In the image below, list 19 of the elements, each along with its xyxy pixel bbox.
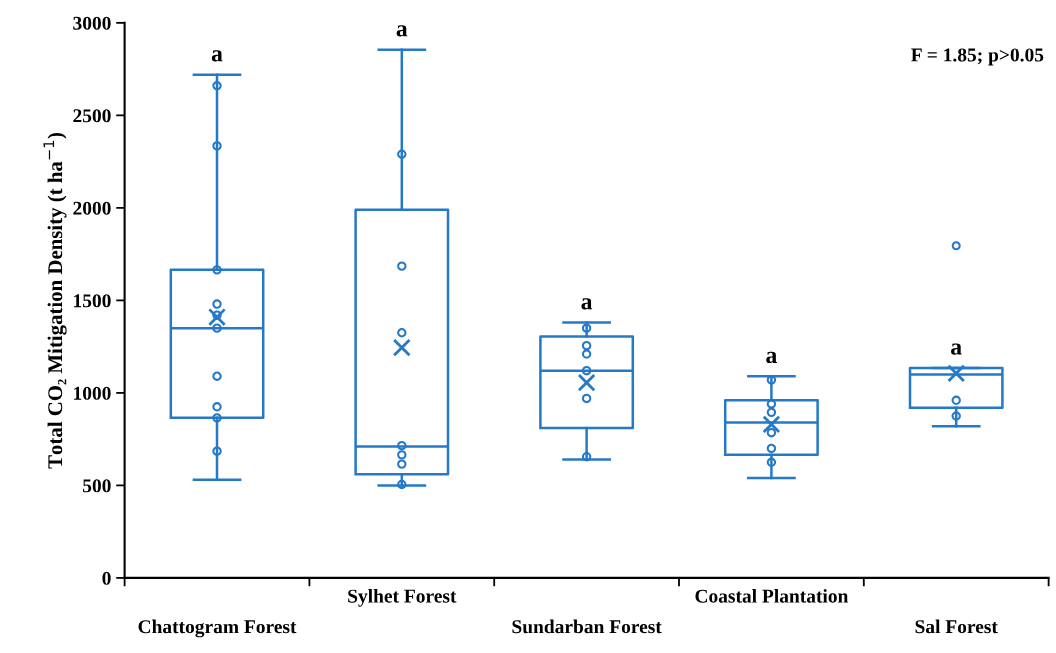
annotation: a (951, 343, 962, 355)
annotation: a (766, 351, 777, 364)
y-tick-label: 2500 (73, 109, 111, 123)
y-axis-title: Total CO₂ Mitigation Density (t ha$^{−1}$) (43, 132, 67, 469)
y-tick-label: 2000 (73, 201, 111, 215)
x-tick-label: Coastal Plantation (695, 589, 849, 603)
annotation: a (211, 50, 223, 62)
y-tick-label: 0 (102, 571, 111, 585)
x-tick-label: Sylhet Forest (348, 589, 457, 607)
y-tick-label: 1000 (74, 386, 111, 400)
x-tick-label: Chattogram Forest (138, 619, 297, 638)
y-tick-label: 500 (83, 479, 111, 493)
x-tick-label: Sal Forest (915, 619, 998, 634)
annotation: a (396, 25, 408, 37)
y-tick-label: 1500 (74, 294, 111, 308)
y-tick-label: 3000 (73, 16, 111, 30)
x-tick-label: Sundarban Forest (512, 619, 662, 634)
annotation: a (581, 298, 593, 310)
annotation: F = 1.85; p>0.05 (911, 48, 1044, 66)
